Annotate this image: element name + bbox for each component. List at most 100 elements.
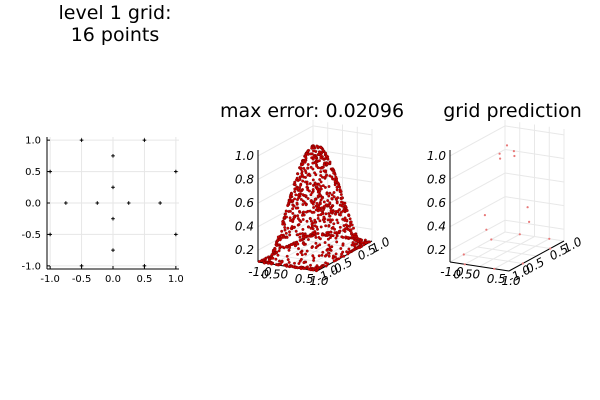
error-plot-point [321,250,325,254]
error-plot-point [326,237,330,241]
error-plot-point [278,238,282,242]
error-plot-point [309,226,313,230]
error-plot-point [299,183,303,187]
prediction-plot-point [462,253,465,256]
error-plot-point [280,260,284,264]
error-plot-point [317,235,321,239]
error-plot-point [322,200,326,204]
error-plot-point [330,233,334,237]
error-plot-point [321,218,325,222]
error-plot-point [306,163,310,166]
error-plot-point [325,248,329,252]
error-plot-point [332,191,336,194]
error-plot-point [329,209,333,213]
error-plot-point [345,218,349,222]
grid-point [142,264,147,268]
error-plot-point [341,235,345,239]
error-plot-point [313,161,317,165]
error-plot-point [311,221,315,225]
error-plot-point [299,175,302,179]
prediction-plot-grid-floor-v [504,231,565,242]
error-plot-point [293,244,297,248]
error-plot-point [319,174,323,177]
error-plot-point [339,247,343,250]
error-plot-grid-z-left [257,149,314,180]
error-plot-point [295,187,299,191]
error-plot-point [297,247,300,251]
error-plot-point [313,218,317,222]
error-plot-point [353,238,357,242]
prediction-plot-point [521,262,524,265]
error-plot-point [298,235,302,239]
error-plot-point [321,175,324,179]
error-plot-point [301,162,305,166]
error-plot-point [279,245,283,249]
prediction-plot-point [498,152,501,155]
error-plot-point [298,238,302,242]
error-plot-point [340,252,344,256]
grid-point [48,169,52,174]
error-plot-point [304,180,307,184]
error-plot-point [280,229,284,233]
grid-point [79,264,84,268]
error-plot-point [301,179,305,183]
error-plot-point [311,188,315,191]
grid-point [174,232,178,237]
error-plot-point [327,251,330,255]
error-plot-point [290,192,294,196]
error-plot-point [316,232,320,235]
prediction-plot-point [493,267,496,270]
error-plot-point [283,228,287,232]
error-plot-point [312,200,316,204]
error-plot-point [320,206,324,210]
error-plot-point [296,172,300,176]
grid-plot-title-line1: level 1 grid: [58,2,172,24]
error-plot-point [285,245,288,249]
error-plot-point [327,212,331,215]
error-plot-point [320,166,324,170]
prediction-plot-grid-z-left [449,196,506,228]
error-plot-point [315,187,319,191]
error-plot-point [328,236,332,240]
error-plot-point [343,216,347,220]
error-plot-point [364,241,368,245]
error-plot-point [303,169,307,173]
error-plot-point [339,193,343,196]
error-plot-point [296,193,300,197]
error-plot-point [321,149,325,152]
prediction-plot-x-tick-label: 1.0 [501,274,520,288]
error-plot-point [302,166,306,170]
error-plot-point [334,252,338,256]
error-plot-point [315,201,319,205]
error-plot-point [309,193,313,197]
error-plot-point [339,203,342,207]
error-plot-point [335,218,339,222]
error-plot-point [301,199,305,203]
error-plot-point [309,165,313,169]
error-plot-point [316,206,320,210]
error-plot-point [346,252,350,256]
error-plot-point [296,214,300,218]
error-plot-z-tick-label: 1.0 [235,149,254,163]
error-plot-point [293,266,297,270]
error-plot-point [342,228,346,232]
error-plot-point [325,154,329,158]
y-tick-label: 0.0 [25,199,41,210]
grid-point [126,201,131,205]
error-plot-point [317,152,321,156]
prediction-plot-point [549,247,552,250]
error-plot-point [285,254,289,258]
error-plot-point [328,214,332,218]
error-plot-point [329,230,333,234]
error-plot-point [322,204,326,208]
error-plot-point [334,175,338,179]
error-plot-point [276,263,279,267]
prediction-plot-point [490,238,493,241]
error-plot-point [318,178,322,181]
error-plot-point [296,217,300,220]
prediction-plot-point [513,154,516,158]
error-plot-point [301,218,305,221]
error-plot-point [330,197,334,200]
prediction-plot-point [512,150,516,153]
